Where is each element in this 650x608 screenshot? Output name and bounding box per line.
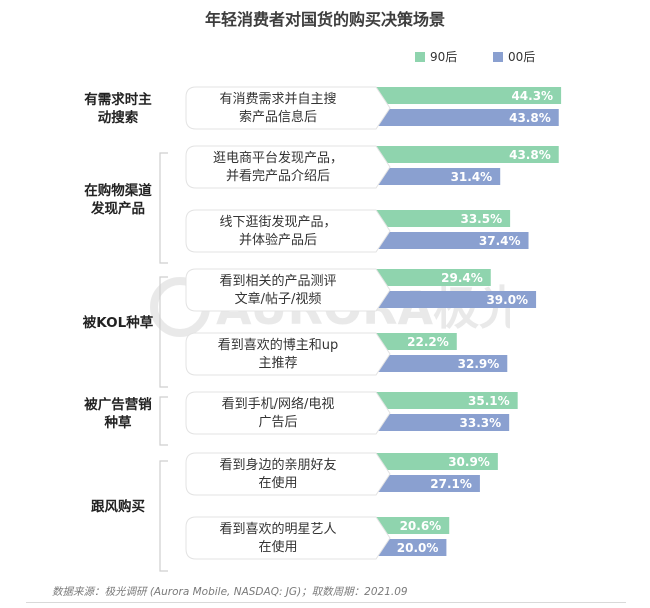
bar-0-0-90 bbox=[352, 87, 562, 104]
group-brace-1 bbox=[159, 152, 168, 264]
legend-swatch-90 bbox=[415, 51, 425, 62]
item-label-box-0-0 bbox=[185, 86, 391, 130]
item-label-1-1-line-0: 线下逛街发现产品， bbox=[219, 214, 336, 230]
bar-2-0-00 bbox=[352, 291, 537, 308]
bar-value-label-4-1-00: 20.0% bbox=[397, 541, 439, 555]
item-label-3-0-line-1: 广告后 bbox=[258, 415, 297, 430]
item-label-3-0-line-0: 看到手机/网络/电视 bbox=[222, 396, 335, 412]
group-brace-4 bbox=[159, 460, 168, 572]
group-brace-2 bbox=[159, 276, 168, 388]
bar-value-label-1-0-00: 31.4% bbox=[451, 170, 493, 184]
item-label-4-1-line-1: 在使用 bbox=[258, 539, 297, 555]
bar-value-label-0-0-90: 44.3% bbox=[511, 89, 553, 103]
bar-2-1-00 bbox=[352, 355, 508, 372]
item-label-1-1-line-1: 并体验产品后 bbox=[239, 232, 317, 248]
bar-value-label-3-0-00: 33.3% bbox=[460, 416, 502, 430]
legend-swatch-00 bbox=[493, 51, 503, 62]
chart-title: 年轻消费者对国货的购买决策场景 bbox=[204, 10, 445, 29]
bar-4-0-90 bbox=[352, 453, 498, 470]
item-label-0-0-line-0: 有消费需求并自主搜 bbox=[219, 92, 336, 107]
bar-value-label-1-1-90: 33.5% bbox=[460, 212, 502, 226]
bar-1-0-90 bbox=[352, 146, 559, 163]
source-note: 数据来源：极光调研 (Aurora Mobile, NASDAQ: JG)；取数… bbox=[52, 586, 408, 598]
group-label-2-line-0: 被KOL种草 bbox=[83, 314, 154, 331]
legend-label-00: 00后 bbox=[508, 50, 536, 64]
legend-label-90: 90后 bbox=[430, 50, 458, 64]
item-label-box-4-1 bbox=[185, 516, 391, 560]
bar-value-label-4-0-90: 30.9% bbox=[448, 455, 490, 469]
bar-value-label-3-0-90: 35.1% bbox=[468, 394, 510, 408]
bar-value-label-2-1-00: 32.9% bbox=[458, 357, 500, 371]
bar-1-1-00 bbox=[352, 232, 529, 249]
bar-value-label-1-0-90: 43.8% bbox=[509, 148, 551, 162]
bar-3-0-90 bbox=[352, 392, 518, 409]
bar-value-label-2-0-90: 29.4% bbox=[441, 271, 483, 285]
legend-item-00: 00后 bbox=[493, 48, 535, 65]
bottom-divider bbox=[26, 602, 626, 603]
bar-value-label-4-0-00: 27.1% bbox=[430, 477, 472, 491]
group-label-3-line-0: 被广告营销 bbox=[84, 396, 152, 413]
group-label-1-line-1: 发现产品 bbox=[90, 200, 145, 217]
legend-item-90: 90后 bbox=[415, 48, 457, 65]
item-label-box-1-1 bbox=[185, 209, 391, 253]
item-label-box-3-0 bbox=[185, 391, 391, 435]
bar-2-0-90 bbox=[352, 269, 491, 286]
item-label-box-4-0 bbox=[185, 452, 391, 496]
group-brace-3 bbox=[159, 396, 168, 446]
group-label-0-line-1: 动搜索 bbox=[98, 109, 139, 126]
bar-3-0-00 bbox=[352, 414, 510, 431]
item-label-0-0-line-1: 索产品信息后 bbox=[239, 109, 317, 125]
bar-value-label-4-1-90: 20.6% bbox=[400, 519, 442, 533]
item-label-2-0-line-1: 文章/帖子/视频 bbox=[235, 291, 322, 307]
item-label-box-2-0 bbox=[185, 268, 391, 312]
bar-1-0-00 bbox=[352, 168, 501, 185]
item-label-2-1-line-0: 看到喜欢的博主和up bbox=[218, 337, 339, 353]
item-label-2-0-line-0: 看到相关的产品测评 bbox=[219, 273, 336, 289]
item-label-1-0-line-0: 逛电商平台发现产品， bbox=[213, 150, 343, 166]
bar-value-label-2-1-90: 22.2% bbox=[407, 335, 449, 349]
item-label-4-0-line-1: 在使用 bbox=[258, 475, 297, 491]
item-label-2-1-line-1: 主推荐 bbox=[258, 356, 297, 371]
group-label-3-line-1: 种草 bbox=[104, 414, 132, 431]
bar-1-1-90 bbox=[352, 210, 511, 227]
bar-value-label-2-0-00: 39.0% bbox=[486, 293, 528, 307]
bar-value-label-1-1-00: 37.4% bbox=[479, 234, 521, 248]
group-label-0-line-0: 有需求时主 bbox=[84, 91, 152, 108]
item-label-box-1-0 bbox=[185, 145, 391, 189]
item-label-1-0-line-1: 并看完产品介绍后 bbox=[226, 168, 330, 184]
bar-0-0-00 bbox=[352, 109, 559, 126]
item-label-4-1-line-0: 看到喜欢的明星艺人 bbox=[219, 521, 336, 537]
item-label-4-0-line-0: 看到身边的亲朋好友 bbox=[219, 457, 336, 473]
group-label-4-line-0: 跟风购买 bbox=[91, 498, 145, 515]
item-label-box-2-1 bbox=[185, 332, 391, 376]
group-label-1-line-0: 在购物渠道 bbox=[84, 182, 152, 199]
bar-value-label-0-0-00: 43.8% bbox=[509, 111, 551, 125]
